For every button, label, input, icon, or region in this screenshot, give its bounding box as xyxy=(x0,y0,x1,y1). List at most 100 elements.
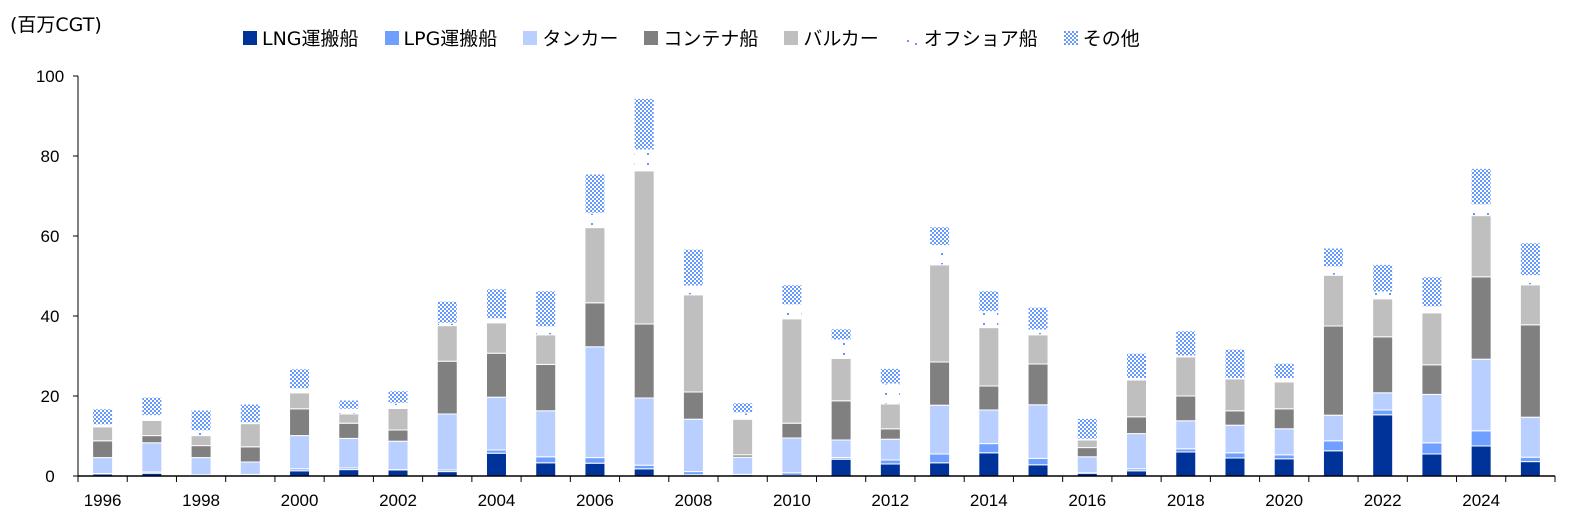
bar-lpg-2007 xyxy=(633,464,655,470)
bar-bulker-1997 xyxy=(141,419,163,437)
bar-other-2017 xyxy=(1126,352,1148,379)
bar-bulker-2023 xyxy=(1421,312,1443,366)
bar-lng-2005 xyxy=(535,462,557,477)
x-tick-label: 2024 xyxy=(1462,491,1500,510)
bar-bulker-2021 xyxy=(1322,274,1344,327)
bar-container-2025 xyxy=(1519,324,1541,418)
bar-other-2003 xyxy=(436,300,458,324)
legend-item-lng: LNG運搬船 xyxy=(243,24,359,51)
bar-offshore-2023 xyxy=(1421,306,1443,314)
bar-bulker-1996 xyxy=(92,426,114,442)
bar-tanker-2025 xyxy=(1519,416,1541,458)
unit-label: (百万CGT) xyxy=(10,14,102,36)
bar-tanker-2006 xyxy=(584,346,606,459)
bar-other-2018 xyxy=(1175,330,1197,357)
bar-tanker-2014 xyxy=(978,409,1000,445)
bar-container-2024 xyxy=(1470,276,1492,360)
bar-container-2015 xyxy=(1027,363,1049,406)
bar-lng-2002 xyxy=(387,469,409,477)
bar-bulker-2016 xyxy=(1076,439,1098,449)
x-tick-label: 2000 xyxy=(281,491,319,510)
bar-lng-2014 xyxy=(978,452,1000,477)
bar-lng-2015 xyxy=(1027,464,1049,477)
y-tick-label: 100 xyxy=(36,67,64,86)
bar-lpg-2023 xyxy=(1421,442,1443,455)
bar-container-2013 xyxy=(929,361,951,406)
bar-other-2005 xyxy=(535,290,557,328)
bar-offshore-2013 xyxy=(929,245,951,266)
bar-tanker-2013 xyxy=(929,404,951,455)
legend-item-tanker: タンカー xyxy=(523,24,618,51)
bar-bulker-2019 xyxy=(1224,378,1246,412)
bar-offshore-2011 xyxy=(830,339,852,359)
bar-bulker-2007 xyxy=(633,170,655,325)
bar-tanker-2015 xyxy=(1027,404,1049,459)
bar-other-1999 xyxy=(239,403,261,424)
bar-tanker-2024 xyxy=(1470,358,1492,432)
bar-bulker-2012 xyxy=(879,403,901,430)
bar-other-2006 xyxy=(584,173,606,214)
bar-other-2020 xyxy=(1273,362,1295,379)
bar-container-2002 xyxy=(387,429,409,442)
bar-lpg-2024 xyxy=(1470,430,1492,447)
x-tick-label: 2014 xyxy=(970,491,1008,510)
bar-container-1998 xyxy=(190,445,212,459)
bar-lng-2017 xyxy=(1126,470,1148,477)
bar-lpg-2012 xyxy=(879,459,901,465)
bar-tanker-2012 xyxy=(879,438,901,461)
bar-bulker-2013 xyxy=(929,264,951,363)
bar-container-1997 xyxy=(141,435,163,444)
bar-tanker-2010 xyxy=(781,437,803,474)
bar-lpg-2005 xyxy=(535,456,557,464)
bar-container-2006 xyxy=(584,302,606,348)
bar-lpg-2006 xyxy=(584,457,606,464)
bar-bulker-2003 xyxy=(436,325,458,362)
bar-lng-2000 xyxy=(289,470,311,477)
bar-container-2017 xyxy=(1126,416,1148,435)
bar-offshore-2022 xyxy=(1372,291,1394,300)
bar-tanker-2016 xyxy=(1076,456,1098,474)
bar-container-2022 xyxy=(1372,336,1394,394)
bar-offshore-2015 xyxy=(1027,329,1049,336)
legend-swatch-offshore xyxy=(906,39,917,45)
bar-tanker-2021 xyxy=(1322,414,1344,442)
bar-bulker-1999 xyxy=(239,423,261,448)
bar-bulker-2024 xyxy=(1470,215,1492,278)
bar-offshore-2009 xyxy=(732,412,754,420)
legend-label: LNG運搬船 xyxy=(262,28,359,50)
legend-item-lpg: LPG運搬船 xyxy=(384,24,497,51)
legend-swatch-bulker xyxy=(784,30,799,45)
bar-tanker-2017 xyxy=(1126,433,1148,470)
x-tick-label: 2006 xyxy=(576,491,614,510)
bar-bulker-2005 xyxy=(535,334,557,365)
bar-container-2005 xyxy=(535,363,557,412)
bar-container-2003 xyxy=(436,360,458,415)
bar-bulker-1998 xyxy=(190,435,212,447)
legend-swatch-tanker xyxy=(523,30,538,45)
bar-offshore-2005 xyxy=(535,326,557,336)
bar-other-2000 xyxy=(289,368,311,390)
bar-container-2000 xyxy=(289,408,311,437)
bar-lpg-2022 xyxy=(1372,409,1394,416)
bar-lng-2020 xyxy=(1273,458,1295,477)
bar-other-1998 xyxy=(190,409,212,432)
bar-bulker-2001 xyxy=(338,413,360,424)
bar-lpg-2020 xyxy=(1273,454,1295,460)
bar-lpg-2021 xyxy=(1322,440,1344,452)
legend-label: オフショア船 xyxy=(923,28,1038,50)
bar-lng-2012 xyxy=(879,463,901,477)
bar-container-2020 xyxy=(1273,408,1295,430)
bar-other-2023 xyxy=(1421,276,1443,308)
legend-label: タンカー xyxy=(542,28,619,50)
bar-lng-2013 xyxy=(929,462,951,477)
bar-container-2016 xyxy=(1076,447,1098,458)
bar-container-2012 xyxy=(879,428,901,440)
bar-container-2010 xyxy=(781,422,803,439)
bar-bulker-2020 xyxy=(1273,381,1295,410)
x-tick-label: 2010 xyxy=(773,491,811,510)
bar-lng-2011 xyxy=(830,458,852,477)
legend-swatch-container xyxy=(644,30,659,45)
legend-swatch-lpg xyxy=(384,30,399,45)
bar-lng-2023 xyxy=(1421,453,1443,477)
bar-lng-2006 xyxy=(584,462,606,477)
